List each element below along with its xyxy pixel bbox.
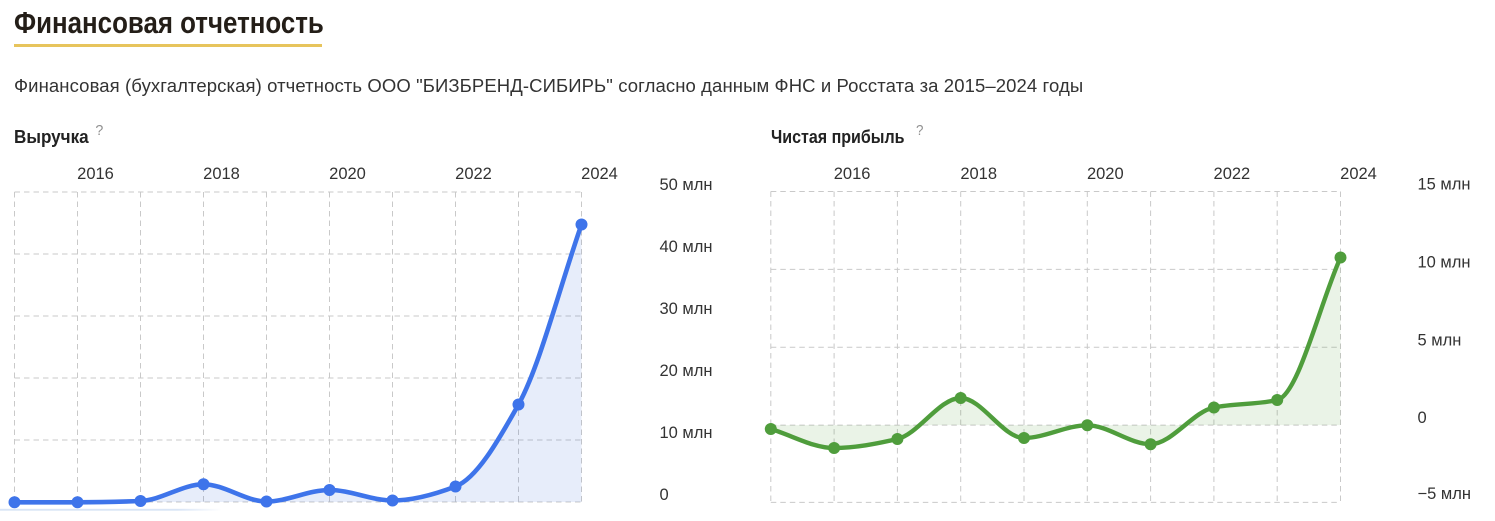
svg-text:2016: 2016 — [77, 165, 114, 183]
svg-text:15 млн: 15 млн — [1418, 176, 1471, 194]
svg-text:2022: 2022 — [455, 165, 492, 183]
svg-text:40 млн: 40 млн — [660, 238, 713, 256]
svg-text:30 млн: 30 млн — [660, 300, 713, 318]
svg-text:0: 0 — [1418, 409, 1427, 427]
svg-text:2020: 2020 — [329, 165, 366, 183]
svg-text:10 млн: 10 млн — [1418, 253, 1471, 271]
svg-text:2016: 2016 — [834, 165, 871, 183]
svg-text:10 млн: 10 млн — [660, 424, 713, 442]
svg-text:−5 млн: −5 млн — [1418, 485, 1471, 503]
svg-text:2024: 2024 — [581, 165, 618, 183]
svg-text:50 млн: 50 млн — [660, 176, 713, 194]
svg-text:5 млн: 5 млн — [1418, 331, 1462, 349]
svg-text:2022: 2022 — [1214, 165, 1251, 183]
svg-text:2024: 2024 — [1340, 165, 1377, 183]
svg-text:2018: 2018 — [960, 165, 997, 183]
svg-text:2020: 2020 — [1087, 165, 1124, 183]
svg-text:20 млн: 20 млн — [660, 362, 713, 380]
svg-text:2018: 2018 — [203, 165, 240, 183]
svg-text:0: 0 — [660, 486, 669, 504]
